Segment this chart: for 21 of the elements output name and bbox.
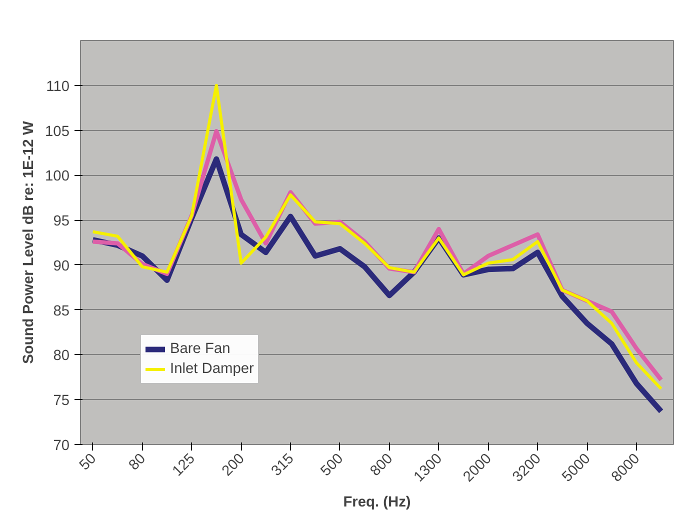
y-tick-label: 100 xyxy=(45,168,70,185)
y-tick-label: 70 xyxy=(53,438,70,454)
y-tick-label: 80 xyxy=(53,348,70,364)
x-tick-label: 50 xyxy=(76,450,100,474)
y-axis-title: Sound Power Level dB re: 1E-12 W xyxy=(21,120,38,364)
x-tick-label: 125 xyxy=(170,450,198,480)
y-tick-label: 85 xyxy=(53,303,70,320)
x-tick-label: 200 xyxy=(219,450,248,480)
y-tick-label: 105 xyxy=(45,124,70,140)
y-tick-label: 110 xyxy=(46,78,70,95)
x-tick-label: 315 xyxy=(268,450,298,480)
y-tick-label: 95 xyxy=(53,214,70,230)
y-tick-label: 90 xyxy=(53,258,70,274)
x-tick-label: 500 xyxy=(318,450,347,480)
legend-label: Bare Fan xyxy=(170,341,230,357)
y-tick-label: 75 xyxy=(53,393,70,410)
x-axis-title: Freq. (Hz) xyxy=(343,494,411,510)
x-tick-label: 800 xyxy=(367,450,396,480)
line-series xyxy=(91,84,663,390)
legend-label: Inlet Damper xyxy=(170,361,254,377)
x-tick-label: 80 xyxy=(126,450,149,474)
